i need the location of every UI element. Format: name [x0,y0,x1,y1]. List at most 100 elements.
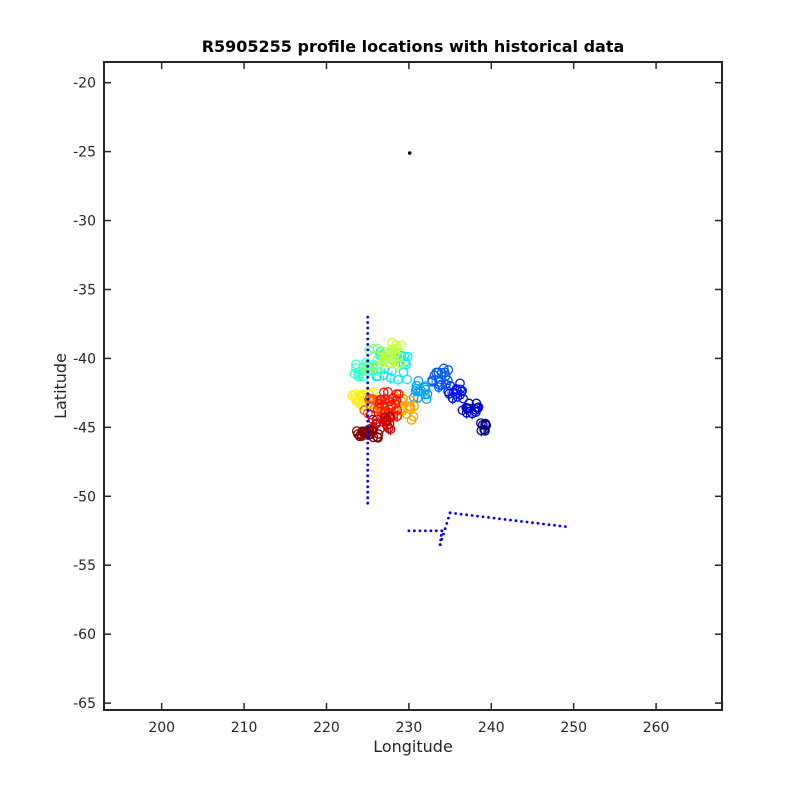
historical-data-point [476,514,479,518]
plot-frame [103,61,723,711]
y-axis: -20 -25 -30 -35 -40 -45 -50 -55 -60 -65 [73,76,722,712]
historical-data-point [366,332,370,335]
x-tick-label: 220 [313,720,340,736]
float-position-point [407,151,412,155]
y-tick-label: -25 [73,145,96,161]
profile-location-marker [477,419,488,430]
historical-data-point [459,512,463,516]
x-tick-label: 260 [643,720,670,736]
historical-data-point [454,512,457,515]
profile-location-marker [406,415,417,425]
historical-data-point [366,337,370,341]
historical-data-point [366,441,370,445]
historical-data-point [366,474,370,478]
profile-location-marker [405,404,416,415]
profile-location-marker [368,363,378,373]
profile-location-marker [471,398,482,409]
historical-data-point [366,397,370,401]
historical-data-point [434,529,438,533]
historical-data-point [366,490,370,494]
x-tick-label: 250 [560,720,587,736]
profile-location-marker [402,374,412,385]
historical-data-point [424,529,427,533]
x-tick-label: 200 [148,720,175,736]
historical-data-point [509,518,512,522]
profile-location-marker [464,398,474,409]
profile-location-marker [365,409,376,420]
historical-data-point [439,534,443,537]
profile-location-marker [387,344,397,355]
historical-data-point [492,516,496,520]
historical-data-point [366,381,370,385]
historical-data-point [366,468,370,472]
historical-data-point [440,537,444,541]
y-tick-label: -60 [73,627,96,643]
y-tick-label: -45 [73,420,96,436]
historical-data-point [366,414,370,417]
historical-data-point [366,479,370,483]
historical-data-point [413,529,416,533]
historical-data-point [558,524,562,528]
profile-location-marker [421,394,432,405]
historical-data-point [481,515,485,519]
historical-data-point [536,521,540,525]
historical-data-point [418,529,422,533]
historical-data-point [366,375,370,379]
historical-data-point [547,523,551,527]
historical-data-point [366,501,370,505]
profile-location-marker [473,402,483,413]
historical-data-point [366,430,370,434]
profile-location-marker [434,380,445,391]
historical-data-point [448,511,452,515]
profile-location-marker [351,359,361,370]
profile-location-marker [374,398,385,409]
y-tick-label: -35 [73,282,96,298]
profile-location-marker [368,432,379,443]
profile-location-marker [353,372,364,382]
historical-data-point [429,529,433,533]
profile-location-marker [385,396,395,407]
historical-data-point [531,521,534,525]
historical-data-point [443,527,447,531]
y-tick-label: -65 [73,696,96,712]
y-tick-label: -50 [73,489,96,505]
historical-data-point [407,529,411,533]
historical-data-point [366,419,370,423]
historical-data-point [564,525,567,528]
profile-location-marker [368,344,379,354]
y-tick-label: -20 [73,76,96,92]
historical-data-point [366,485,370,489]
profile-location-marker [457,405,468,416]
historical-data-point [487,516,490,519]
profile-location-marker [463,403,474,414]
historical-data-point [470,514,474,517]
y-tick-label: -40 [73,351,96,367]
historical-data-point [445,522,449,525]
profile-location-marker [391,412,402,422]
historical-data-point [542,522,545,526]
historical-data-point [525,520,529,524]
profile-location-marker [380,406,391,416]
profile-location-marker [372,370,383,381]
historical-data-point [442,532,445,536]
profile-location-marker [445,381,456,391]
historical-data-point [520,520,523,523]
y-tick-label: -30 [73,214,96,230]
profile-location-marker [373,432,383,443]
historical-data-point [366,370,370,374]
historical-data-point [366,496,370,500]
historical-data-point [366,403,370,407]
historical-data-point [503,518,507,521]
profile-location-marker [351,363,361,373]
historical-data-point [366,458,370,461]
historical-data-point [366,447,370,450]
profile-location-marker [383,358,394,368]
profile-location-marker [413,386,424,397]
historical-data-point [447,516,450,520]
profile-location-marker [347,390,358,401]
profile-location-marker [455,384,466,395]
y-axis-label: Latitude [51,353,70,419]
historical-data-point [366,348,370,352]
historical-data-point [366,408,370,412]
